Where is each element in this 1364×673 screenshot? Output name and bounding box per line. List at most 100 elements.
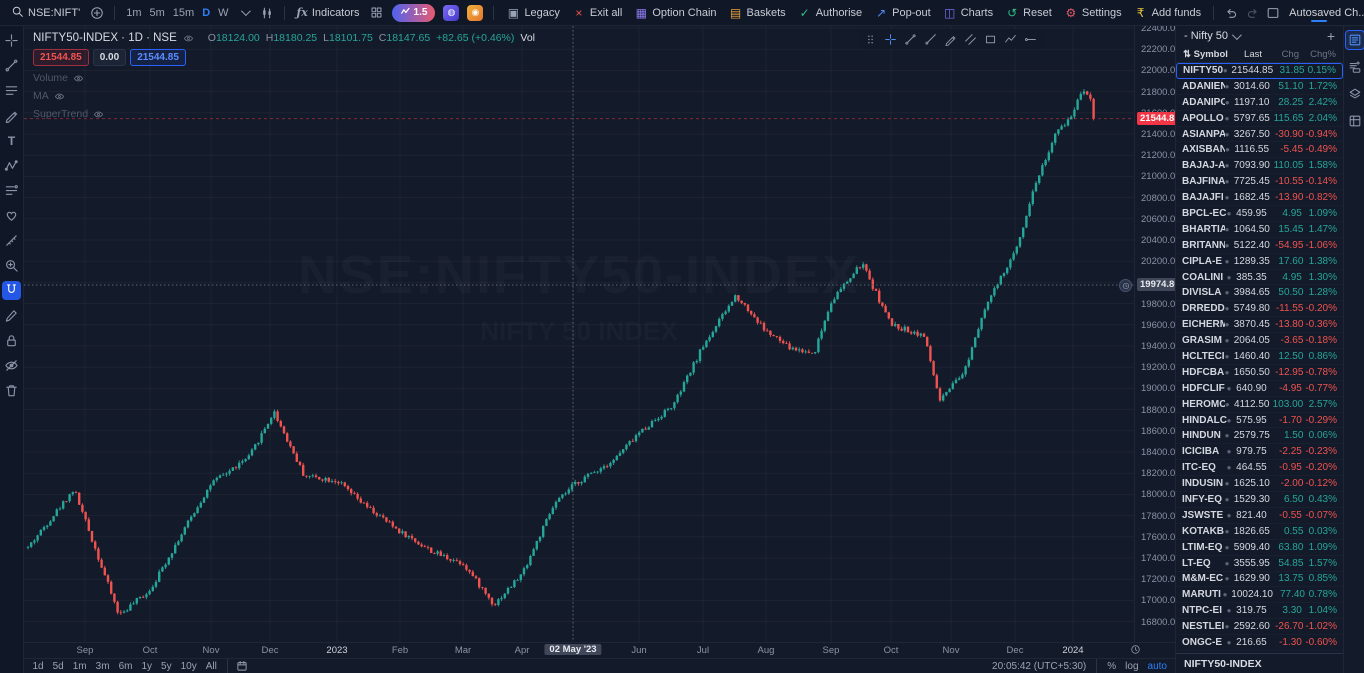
authorise-button[interactable]: ✓ Authorise xyxy=(799,5,863,20)
symbol-search[interactable]: NSE:NIFT' xyxy=(6,3,85,23)
timeframe-D[interactable]: D xyxy=(202,6,211,19)
layout-select-icon[interactable] xyxy=(1263,3,1283,23)
multichart-grid-icon[interactable] xyxy=(367,3,387,23)
range-3m[interactable]: 3m xyxy=(95,660,110,672)
eye-icon[interactable] xyxy=(54,91,65,102)
buy-price-button[interactable]: 21544.85 xyxy=(130,49,186,66)
add-symbol-button[interactable]: + xyxy=(1326,28,1335,44)
remove-all-tool[interactable] xyxy=(2,381,21,400)
version-pill[interactable]: 1.5 xyxy=(391,3,436,22)
timeframe-1m[interactable]: 1m xyxy=(126,6,142,19)
trend-line-tool[interactable] xyxy=(2,56,21,75)
watchlist-row-LT-EQ[interactable]: LT-EQ ● 3555.95 54.85 1.57% xyxy=(1176,556,1343,572)
watchlist-row-BAJFINA[interactable]: BAJFINA ● 7725.45 -10.55 -0.14% xyxy=(1176,174,1343,191)
time-axis[interactable]: Sep Oct Nov Dec 2023 Feb Mar Apr Jun Jul Aug Sep Oct… xyxy=(24,642,1175,658)
app-icon-2[interactable]: ◉ xyxy=(467,4,484,21)
details-section-header[interactable]: NIFTY50-INDEX xyxy=(1176,653,1343,673)
compare-add-icon[interactable] xyxy=(87,3,107,23)
indicator-supertrend[interactable]: SuperTrend xyxy=(33,108,535,120)
polyline-tool-icon[interactable] xyxy=(1001,30,1020,48)
watchlist-row-GRASIM[interactable]: GRASIM ● 2064.05 -3.65 -0.18% xyxy=(1176,333,1343,350)
chart-style-icon[interactable] xyxy=(257,3,277,23)
trend-line-tool-icon[interactable] xyxy=(901,30,920,48)
range-1m[interactable]: 1m xyxy=(72,660,87,672)
log-scale-button[interactable]: log xyxy=(1125,660,1139,672)
range-5d[interactable]: 5d xyxy=(52,660,64,672)
eye-icon[interactable] xyxy=(93,109,104,120)
eye-icon[interactable] xyxy=(73,73,84,84)
column-chg[interactable]: Chg xyxy=(1281,48,1299,60)
watchlist-row-BPCL-EC[interactable]: BPCL-EC ● 459.95 4.95 1.09% xyxy=(1176,206,1343,222)
chart-plot-area[interactable]: NSE:NIFTY50-INDEX NIFTY 50 INDEX NIFTY50… xyxy=(24,26,1175,643)
edit-tool[interactable] xyxy=(2,306,21,325)
range-1y[interactable]: 1y xyxy=(141,660,153,672)
pop-out-button[interactable]: ↗ Pop-out xyxy=(876,5,931,20)
watchlist-row-NESTLEI[interactable]: NESTLEI ● 2592.60 -26.70 -1.02% xyxy=(1176,619,1343,636)
sell-price-button[interactable]: 21544.85 xyxy=(33,49,89,66)
cross-tool-icon[interactable] xyxy=(881,30,900,48)
forecast-tool[interactable] xyxy=(2,181,21,200)
brush-tool[interactable] xyxy=(2,106,21,125)
details-panel-icon[interactable] xyxy=(1346,58,1364,76)
zoom-in-tool[interactable] xyxy=(2,256,21,275)
watchlist-row-HINDALC[interactable]: HINDALC ● 575.95 -1.70 -0.29% xyxy=(1176,413,1343,429)
watchlist-row-ASIANPA[interactable]: ASIANPA ● 3267.50 -30.90 -0.94% xyxy=(1176,127,1343,143)
percent-scale-button[interactable]: % xyxy=(1107,660,1117,672)
watchlist-row-ICICIBA[interactable]: ICICIBA ● 979.75 -2.25 -0.23% xyxy=(1176,444,1343,461)
redo-button[interactable] xyxy=(1243,3,1263,23)
watchlist-row-NTPC-EI[interactable]: NTPC-EI ● 319.75 3.30 1.04% xyxy=(1176,603,1343,620)
watchlist-row-CIPLA-E[interactable]: CIPLA-E ● 1289.35 17.60 1.38% xyxy=(1176,254,1343,270)
watchlist-row-HDFCLIF[interactable]: HDFCLIF ● 640.90 -4.95 -0.77% xyxy=(1176,381,1343,397)
watchlist-row-KOTAKB[interactable]: KOTAKB ● 1826.65 0.55 0.03% xyxy=(1176,524,1343,540)
watchlist-row-DRREDD[interactable]: DRREDD ● 5749.80 -11.55 -0.20% xyxy=(1176,301,1343,318)
watchlist-row-LTIM-EQ[interactable]: LTIM-EQ ● 5909.40 63.80 1.09% xyxy=(1176,540,1343,556)
column-symbol[interactable]: ⇅ Symbol xyxy=(1183,48,1228,60)
measure-tool[interactable] xyxy=(2,231,21,250)
channel-tool-icon[interactable] xyxy=(961,30,980,48)
watchlist-row-HCLTECI[interactable]: HCLTECI ● 1460.40 12.50 0.86% xyxy=(1176,349,1343,365)
app-icon-1[interactable]: ◍ xyxy=(443,4,460,21)
range-5y[interactable]: 5y xyxy=(161,660,172,672)
option-chain-button[interactable]: ▦ Option Chain xyxy=(635,5,717,20)
watchlist-row-AXISBAN[interactable]: AXISBAN ● 1116.55 -5.45 -0.49% xyxy=(1176,142,1343,159)
watchlist-row-ITC-EQ[interactable]: ITC-EQ ● 464.55 -0.95 -0.20% xyxy=(1176,460,1343,477)
watchlist-row-BRITANN[interactable]: BRITANN ● 5122.40 -54.95 -1.06% xyxy=(1176,238,1343,254)
baskets-button[interactable]: ▤ Baskets xyxy=(729,5,786,20)
time-axis-settings-icon[interactable] xyxy=(1130,644,1141,658)
watchlist-row-INDUSIN[interactable]: INDUSIN ● 1625.10 -2.00 -0.12% xyxy=(1176,476,1343,493)
autosave-dropdown[interactable]: Autosaved Ch... xyxy=(1285,5,1364,22)
clock-timestamp[interactable]: 20:05:42 (UTC+5:30) xyxy=(992,660,1087,672)
watchlist-row-EICHERM[interactable]: EICHERM ● 3870.45 -13.80 -0.36% xyxy=(1176,317,1343,334)
price-axis[interactable]: 16800.00 17000.00 17200.00 17400.00 17600.00… xyxy=(1119,26,1175,643)
column-last[interactable]: Last xyxy=(1244,48,1262,60)
watchlist-row-HEROMC[interactable]: HEROMC ● 4112.50 103.00 2.57% xyxy=(1176,397,1343,413)
goto-date-icon[interactable] xyxy=(234,660,250,673)
auto-scale-button[interactable]: auto xyxy=(1147,660,1167,672)
add-funds-button[interactable]: ₹ Add funds xyxy=(1129,4,1207,22)
charts-button[interactable]: ◫ Charts xyxy=(944,5,994,20)
watchlist-panel-icon[interactable] xyxy=(1344,30,1364,50)
watchlist-row-BAJAJ-A[interactable]: BAJAJ-A ● 7093.90 110.05 1.58% xyxy=(1176,158,1343,175)
watchlist-row-HINDUN[interactable]: HINDUN ● 2579.75 1.50 0.06% xyxy=(1176,428,1343,445)
candlestick-chart[interactable] xyxy=(24,26,1134,643)
object-tree-icon[interactable] xyxy=(1346,85,1364,103)
watchlist-row-MARUTI[interactable]: MARUTI ● 10024.10 77.40 0.78% xyxy=(1176,587,1343,604)
watchlist-row-APOLLO[interactable]: APOLLO ● 5797.65 115.65 2.04% xyxy=(1176,111,1343,127)
data-window-icon[interactable] xyxy=(1346,112,1364,130)
lock-all-tool[interactable] xyxy=(2,331,21,350)
pattern-tool[interactable] xyxy=(2,156,21,175)
undo-button[interactable] xyxy=(1221,3,1241,23)
range-1d[interactable]: 1d xyxy=(32,660,44,672)
rectangle-tool-icon[interactable] xyxy=(981,30,1000,48)
text-tool[interactable]: T xyxy=(7,133,16,148)
watchlist-row-JSWSTE[interactable]: JSWSTE ● 821.40 -0.55 -0.07% xyxy=(1176,508,1343,524)
crosshair-tool[interactable] xyxy=(2,31,21,50)
watchlist-row-ADANIEN[interactable]: ADANIEN ● 3014.60 51.10 1.72% xyxy=(1176,79,1343,95)
crosshair-alert-icon[interactable] xyxy=(1119,279,1132,292)
watchlist-row-BAJAJFI[interactable]: BAJAJFI ● 1682.45 -13.90 -0.82% xyxy=(1176,190,1343,207)
watchlist-title[interactable]: - Nifty 50 xyxy=(1184,30,1229,42)
watchlist-row-ADANIPO[interactable]: ADANIPO ● 1197.10 28.25 2.42% xyxy=(1176,95,1343,111)
column-chg-pct[interactable]: Chg% xyxy=(1310,48,1336,60)
watchlist-row-INFY-EQ[interactable]: INFY-EQ ● 1529.30 6.50 0.43% xyxy=(1176,492,1343,508)
eye-icon[interactable] xyxy=(183,33,194,44)
